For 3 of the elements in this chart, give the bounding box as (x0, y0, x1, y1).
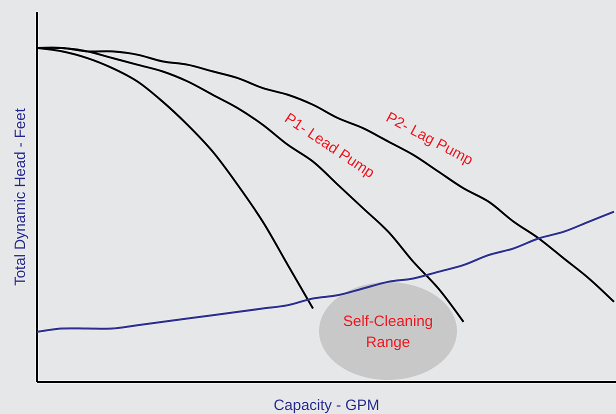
annotation: Self-Cleaning Range (342, 313, 434, 351)
y-axis-title: Total Dynamic Head - Feet (12, 107, 29, 286)
x-axis-title: Capacity - GPM (274, 397, 380, 414)
